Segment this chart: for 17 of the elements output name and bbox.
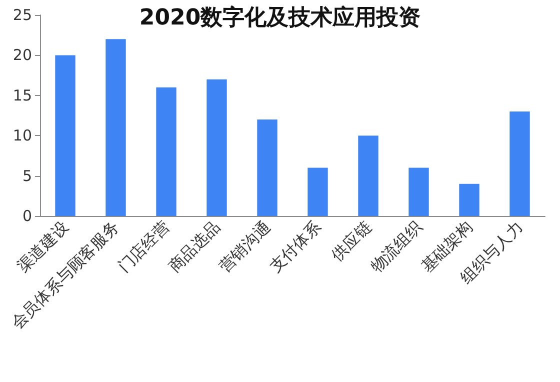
bar: [308, 168, 328, 216]
bar: [106, 39, 126, 216]
y-tick-label: 5: [22, 166, 32, 185]
bar: [206, 79, 227, 216]
bar: [408, 168, 429, 216]
y-tick-label: 0: [22, 207, 32, 225]
bar: [156, 87, 176, 216]
bar: [459, 184, 480, 216]
y-tick-label: 10: [12, 126, 32, 145]
bar: [257, 120, 278, 216]
bar: [358, 136, 378, 216]
chart-title: 2020数字化及技术应用投资: [139, 4, 421, 30]
y-tick-label: 20: [12, 46, 32, 64]
y-tick-label: 15: [12, 86, 32, 104]
bar: [510, 111, 530, 216]
bar: [55, 55, 76, 216]
y-tick-label: 25: [12, 6, 32, 24]
